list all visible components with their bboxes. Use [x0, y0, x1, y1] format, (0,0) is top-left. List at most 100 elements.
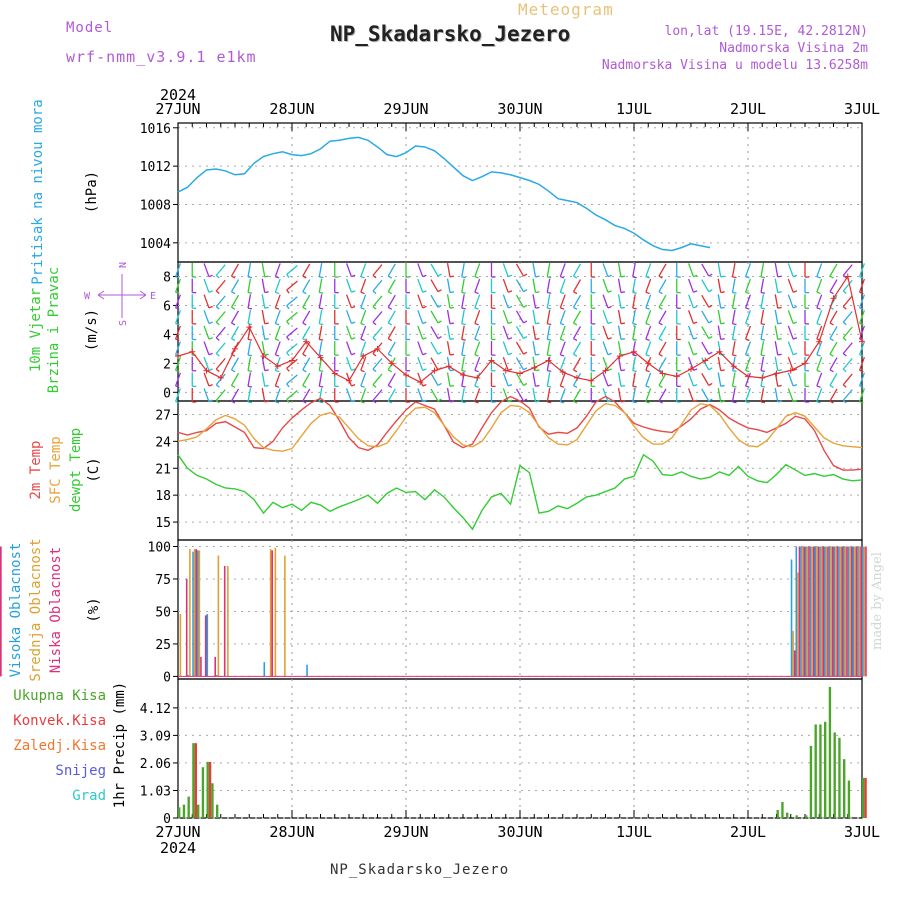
compass-west-label: W [84, 291, 91, 302]
wind-barb-flag [760, 276, 766, 279]
wind-barb [559, 263, 566, 277]
wind-barb-flag [461, 401, 466, 404]
wind-barb-flag [387, 369, 393, 373]
wind-barb [760, 325, 765, 340]
wind-barb [687, 372, 695, 387]
wind-barb [515, 263, 525, 277]
wind-barb-flag [372, 352, 377, 357]
wind-barb [430, 326, 439, 339]
wind-barb-flag [792, 305, 798, 309]
station-coordinates: lon,lat (19.15E, 42.2812N) [664, 24, 869, 39]
wind-barb-flag [693, 290, 698, 293]
wind-barb [261, 372, 266, 387]
wind-barb-flag [449, 275, 455, 278]
wind-barb [559, 325, 566, 340]
wind-barb [645, 325, 652, 340]
wind-barb [515, 294, 525, 308]
wind-barb-flag [693, 337, 698, 340]
wind-speed-marker [574, 374, 580, 381]
wind-barb-flag [573, 337, 578, 342]
wind-barb-flag [535, 338, 540, 341]
wind-barb [744, 294, 752, 309]
wind-barb [345, 310, 353, 324]
wind-barb-flag [208, 305, 213, 309]
wind-barb [387, 341, 396, 355]
wind-barb-flag [215, 321, 220, 326]
precip-legend-item: Grad [72, 788, 106, 804]
mid_cloud-bar [284, 555, 286, 677]
wind-barb-flag [474, 307, 479, 310]
wind-barb [474, 278, 481, 293]
wind-barb [744, 263, 752, 277]
wind-barb [744, 388, 752, 402]
wind-barb-flag [360, 400, 365, 404]
wind-barb-flag [842, 290, 847, 295]
wind-barb-flag [693, 274, 698, 278]
wind-barb-flag [745, 354, 750, 357]
wind-barb [559, 278, 566, 293]
wind-barb-flag [215, 290, 220, 295]
wind-barb [731, 309, 736, 324]
wind-barb-flag [708, 398, 713, 402]
wind-barb-flag [437, 320, 442, 324]
temp2m-line [177, 395, 863, 471]
wind-barb [174, 356, 182, 371]
wind-barb [858, 341, 866, 355]
wind-barb [546, 387, 551, 403]
wind-barb [744, 278, 752, 293]
wind-barb [203, 356, 210, 371]
x-tick-label-bottom: 1JUL [616, 823, 652, 841]
low_cloud-bar [271, 550, 273, 677]
wind-speed-marker [303, 338, 310, 345]
wind-barb-flag [387, 322, 393, 326]
wind-barb [174, 388, 182, 402]
wind-barb [261, 341, 266, 356]
wind-barb [774, 387, 779, 403]
wind-barb-flag [720, 291, 725, 294]
wind-barb [617, 325, 622, 340]
wind-barb [461, 341, 465, 356]
wind-barb-flag [437, 351, 442, 355]
wind-speed-marker [274, 363, 281, 370]
wind-barb [502, 372, 509, 387]
wind-barb-flag [449, 384, 455, 387]
wind-barb-flag [461, 338, 466, 341]
wind-barb-flag [547, 291, 552, 294]
low_cloud-bar [827, 546, 829, 677]
wind-barb-flag [286, 336, 290, 341]
wind-barb [602, 388, 609, 402]
wind-barb-flag [645, 400, 650, 404]
wind-barb-flag [215, 352, 220, 357]
wind-barb [345, 263, 353, 277]
wind-barb [532, 387, 537, 403]
wind-barb [247, 356, 252, 371]
y-tick-label: 2 [163, 357, 171, 372]
wind-barb-flag [658, 291, 663, 295]
wind-barb [230, 310, 240, 324]
wind-barb-flag [760, 401, 766, 404]
wind-speed-marker [403, 371, 409, 378]
wind-barb-flag [507, 352, 513, 356]
precip-legend-item: Ukupna Kisa [13, 688, 106, 704]
wind-barb-flag [523, 335, 528, 340]
wind-barb [274, 294, 281, 309]
wind-speed-marker [830, 295, 837, 302]
wind-barb-flag [816, 385, 821, 388]
wind-barb-flag [351, 305, 356, 309]
wind-barb [731, 262, 736, 278]
wind-barb [701, 263, 710, 277]
wind-barb [430, 310, 439, 324]
wind-barb [701, 294, 710, 308]
mid_cloud-bar [198, 550, 201, 677]
wind-barb [842, 311, 853, 323]
wind-barb [345, 325, 353, 340]
wind-barb-flag [387, 275, 393, 279]
wind-barb-flag [632, 291, 637, 294]
total_precip-bar [178, 807, 181, 818]
wind-barb [829, 341, 838, 355]
wind-barb [372, 357, 383, 370]
wind-barb-flag [658, 353, 663, 357]
wind-barb-flag [275, 354, 280, 357]
wind-barb-flag [523, 382, 528, 387]
